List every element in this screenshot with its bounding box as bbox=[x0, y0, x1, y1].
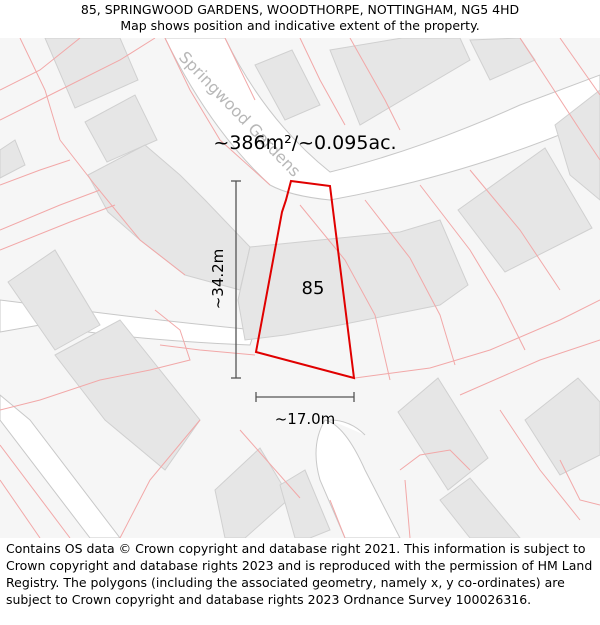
width-dimension bbox=[255, 392, 355, 402]
map-header: 85, SPRINGWOOD GARDENS, WOODTHORPE, NOTT… bbox=[0, 0, 600, 38]
width-label: ~17.0m bbox=[275, 410, 336, 428]
property-boundary[interactable] bbox=[254, 179, 356, 380]
property-map[interactable]: Springwood Gardens ~386m²/~0.095ac. 85 ~… bbox=[0, 38, 600, 538]
property-address: 85, SPRINGWOOD GARDENS, WOODTHORPE, NOTT… bbox=[80, 2, 520, 17]
area-label: ~386m²/~0.095ac. bbox=[213, 132, 396, 154]
map-subtitle: Map shows position and indicative extent… bbox=[120, 18, 480, 33]
buildings bbox=[0, 38, 600, 538]
copyright-notice: Contains OS data © Crown copyright and d… bbox=[6, 541, 593, 607]
parcel-boundaries bbox=[0, 38, 600, 538]
height-dimension bbox=[231, 180, 241, 379]
plot-number: 85 bbox=[302, 278, 325, 299]
height-label: ~34.2m bbox=[209, 249, 227, 310]
